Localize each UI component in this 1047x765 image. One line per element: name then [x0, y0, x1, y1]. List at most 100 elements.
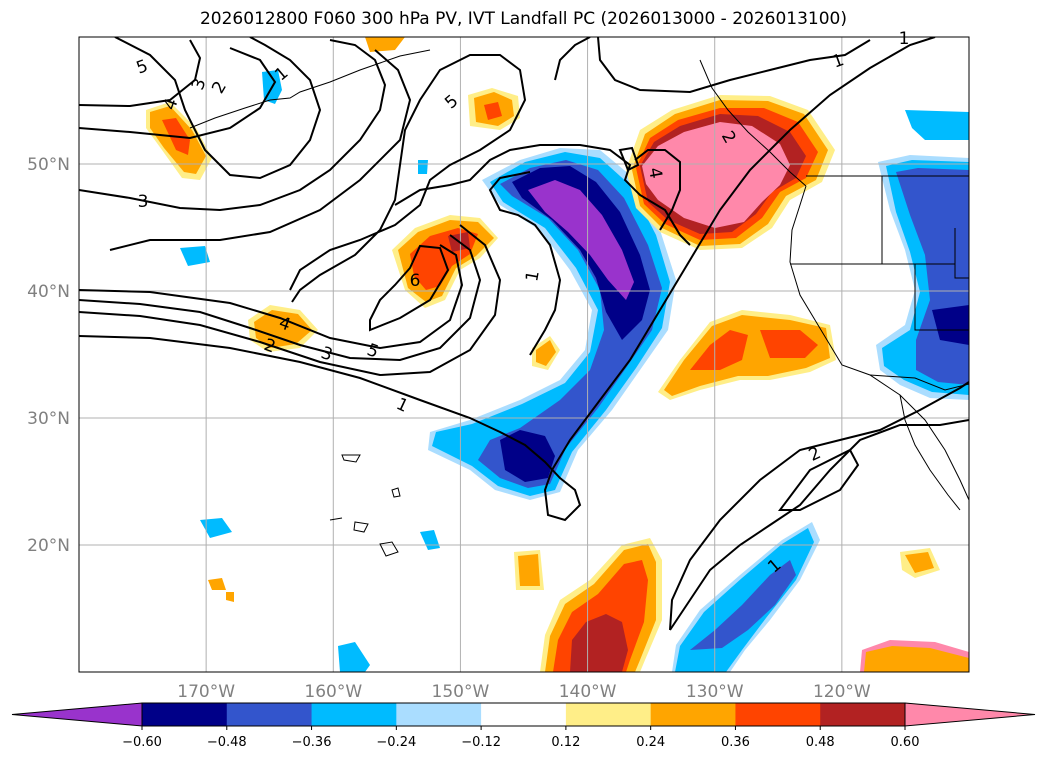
colorbar-tick-label: −0.48 [207, 735, 247, 750]
contour-line [79, 39, 202, 108]
contour-label: 1 [522, 269, 544, 283]
colorbar-bin [650, 703, 736, 726]
colorbar-tick-label: 0.48 [806, 735, 835, 750]
y-tick-label: 20°N [27, 536, 70, 556]
contour-line [79, 234, 482, 362]
coast-baja [899, 394, 961, 511]
x-tick-label: 170°W [177, 682, 235, 702]
colorbar-tick-label: 0.60 [891, 735, 920, 750]
colorbar-extend-max [904, 702, 1036, 727]
neg-region-ne-cyan [905, 110, 969, 140]
coast-bc [699, 59, 807, 187]
colorbar-tick-label: −0.24 [376, 735, 416, 750]
pos-patch-10 [226, 592, 234, 602]
coast-west-us [789, 185, 969, 501]
contour-line [634, 149, 681, 231]
contour-line [109, 49, 412, 251]
pos-patch-9 [208, 578, 226, 590]
neg-region-south-navy [500, 430, 555, 482]
border-us-mexico [869, 374, 969, 391]
colorbar-tick-label: 0.36 [721, 735, 750, 750]
contour-line [669, 419, 969, 631]
contour-line [79, 47, 277, 140]
contour-line [597, 37, 871, 94]
pos-patch-5b [536, 340, 556, 366]
contour-label: 3 [138, 192, 149, 212]
contour-line [554, 37, 591, 81]
x-tick-label: 160°W [304, 682, 362, 702]
contour-line [79, 39, 387, 212]
border-state-2 [954, 228, 969, 279]
x-tick-label: 120°W [813, 682, 871, 702]
contour-line [79, 37, 936, 522]
pos-patch-7b [905, 552, 934, 573]
coast-hawaii-2 [353, 521, 369, 533]
coast-island-1 [391, 487, 401, 498]
colorbar-bin [226, 703, 313, 726]
contour-line [79, 244, 464, 350]
colorbar-extend-min [11, 702, 143, 727]
coast-hawaii-4 [341, 454, 361, 463]
shaded-field [146, 37, 969, 672]
pos-region-cal-red [690, 330, 748, 370]
x-tick-label: 150°W [432, 682, 490, 702]
contour-line [669, 381, 969, 631]
colorbar-bin [396, 703, 482, 726]
neg-patch-5 [418, 160, 428, 174]
contour-label: 1 [899, 29, 910, 49]
colorbar-tick-label: 0.12 [551, 735, 580, 750]
neg-patch-4 [338, 642, 370, 672]
x-tick-label: 140°W [559, 682, 617, 702]
neg-region-main-purple [528, 180, 634, 300]
contour-line [488, 171, 562, 356]
contour-line [114, 37, 322, 180]
x-tick-labels: 170°W 160°W 150°W 140°W 130°W 120°W [177, 682, 871, 702]
contour-label: 4 [644, 166, 666, 180]
contour-line [289, 54, 527, 303]
contour-line [369, 244, 450, 332]
neg-patch-2 [180, 246, 210, 266]
colorbar [11, 702, 1036, 727]
colorbar-bin [481, 703, 567, 726]
pos-patch-4 [365, 37, 405, 52]
colorbar-tick-label: −0.12 [461, 735, 501, 750]
pos-region-bc-pink [642, 122, 790, 228]
colorbar-bin [735, 703, 821, 726]
contour-label: 6 [410, 271, 421, 291]
pos-region-cal-red2 [760, 330, 818, 358]
colorbar-bin [565, 703, 652, 726]
coastlines [189, 49, 969, 557]
contour-line [79, 224, 502, 377]
y-tick-label: 30°N [27, 409, 70, 429]
contour-line [778, 448, 860, 511]
y-tick-label: 40°N [27, 282, 70, 302]
pv-contours [79, 37, 969, 631]
colorbar-tick-label: −0.60 [122, 735, 162, 750]
coast-hawaii-3 [379, 541, 399, 557]
neg-region-interior-navy [932, 305, 969, 345]
colorbar-tick-label: 0.24 [636, 735, 665, 750]
plot-frame [78, 36, 970, 673]
gridlines [79, 37, 969, 672]
coast-hawaii-1 [329, 517, 343, 521]
colorbar-tick-label: −0.36 [292, 735, 332, 750]
y-tick-labels: 20°N 30°N 40°N 50°N [27, 155, 70, 556]
colorbar-bin [311, 703, 397, 726]
coast-alaska [189, 49, 431, 129]
pos-patch-2b [254, 310, 312, 348]
neg-region-subtrop-blue [690, 560, 796, 650]
colorbar-bin [142, 703, 228, 726]
chart-title: 2026012800 F060 300 hPa PV, IVT Landfall… [199, 9, 847, 29]
pos-region-st-darkred [570, 614, 628, 672]
border-state-1 [914, 264, 969, 331]
contour-line [618, 146, 640, 172]
pos-patch-8b [864, 646, 969, 672]
y-tick-label: 50°N [27, 155, 70, 175]
colorbar-frame [141, 702, 906, 727]
colorbar-tick-labels: −0.60 −0.48 −0.36 −0.24 −0.12 0.12 0.24 0.36 0.4… [122, 726, 919, 750]
contour-line [394, 144, 691, 246]
pos-patch-6b [518, 554, 540, 586]
pos-patch-3c [484, 102, 502, 120]
colorbar-bin [820, 703, 906, 726]
